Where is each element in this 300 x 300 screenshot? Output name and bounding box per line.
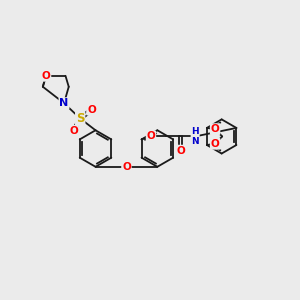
Text: O: O [69, 126, 78, 136]
Text: H
N: H N [191, 127, 199, 146]
Text: N: N [59, 98, 69, 108]
Text: S: S [76, 112, 85, 125]
Text: O: O [211, 139, 220, 149]
Text: O: O [122, 162, 131, 172]
Text: O: O [42, 71, 50, 81]
Text: O: O [211, 124, 220, 134]
Text: O: O [147, 131, 155, 142]
Text: O: O [176, 146, 185, 156]
Text: O: O [87, 105, 96, 115]
